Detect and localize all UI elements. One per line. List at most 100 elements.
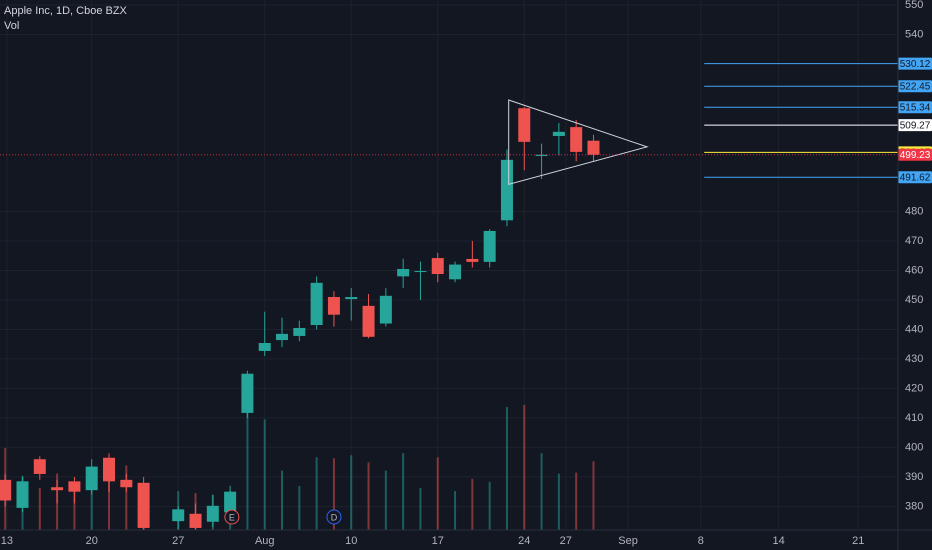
candle-body	[137, 482, 150, 528]
y-tick-label: 430	[905, 353, 923, 365]
volume-bar	[281, 470, 284, 530]
event-marker	[224, 509, 240, 525]
y-tick-label: 480	[905, 205, 923, 217]
candle-body	[258, 343, 271, 351]
volume-bar	[332, 458, 335, 530]
volume-bar	[471, 478, 474, 530]
volume-label: Vol	[4, 20, 19, 32]
triangle-drawing	[508, 99, 649, 185]
candle-body	[241, 373, 254, 413]
candle-body	[345, 297, 358, 300]
volume-bar	[540, 453, 543, 530]
x-tick-label: 13	[1, 535, 13, 547]
volume-bar	[38, 487, 41, 530]
candle-body	[466, 258, 479, 262]
volume-bar	[298, 485, 301, 530]
candle-body	[103, 457, 116, 482]
y-tick-label: 380	[905, 500, 923, 512]
volume-bar	[350, 455, 353, 530]
candle-body	[362, 305, 375, 337]
y-tick-label: 440	[905, 323, 923, 335]
candle-body	[189, 513, 202, 528]
chart-title: Apple Inc, 1D, Cboe BZX	[4, 5, 128, 17]
volume-bar	[523, 405, 526, 530]
x-tick-label: 20	[86, 535, 98, 547]
candle-body	[500, 159, 513, 221]
candle-body	[293, 327, 306, 336]
level-label-box	[898, 101, 932, 114]
volume-bar	[488, 481, 491, 530]
candle-body	[535, 154, 548, 157]
y-tick-label: 470	[905, 235, 923, 247]
x-tick-label: 17	[432, 535, 444, 547]
candle-body	[587, 140, 600, 155]
candle-body	[570, 127, 583, 152]
candle-body	[51, 487, 64, 491]
level-label: 515.34	[900, 102, 931, 113]
level-label: 499.23	[900, 150, 931, 161]
candle-body	[33, 459, 46, 474]
volume-bar	[505, 407, 508, 530]
y-tick-label: 460	[905, 264, 923, 276]
x-tick-label: 8	[698, 535, 704, 547]
event-marker	[326, 509, 342, 525]
level-label-box	[898, 57, 932, 70]
y-tick-label: 410	[905, 412, 923, 424]
candle-body	[224, 491, 237, 513]
candle-body	[552, 131, 565, 136]
candle-body	[120, 479, 133, 488]
candle-body	[397, 268, 410, 277]
volume-bar	[454, 491, 457, 530]
level-label-box	[898, 80, 932, 93]
level-label: 530.12	[900, 59, 931, 70]
volume-bar	[73, 491, 76, 530]
candle-body	[276, 333, 289, 341]
candle-body	[518, 108, 531, 142]
y-tick-label: 390	[905, 471, 923, 483]
level-label-box	[898, 171, 932, 184]
candle-body	[483, 230, 496, 262]
candle-body	[310, 282, 323, 326]
candle-body	[0, 479, 12, 501]
volume-bar	[557, 473, 560, 530]
volume-bar	[108, 478, 111, 530]
candle-body	[68, 481, 81, 492]
volume-bar	[575, 472, 578, 530]
volume-bar	[419, 487, 422, 530]
volume-bar	[125, 465, 128, 530]
candle-body	[172, 509, 185, 522]
x-tick-label: 27	[560, 535, 572, 547]
volume-bar	[315, 457, 318, 530]
y-tick-label: 550	[905, 0, 923, 11]
x-tick-label: 27	[172, 535, 184, 547]
level-label: 522.45	[900, 81, 931, 92]
level-label: 491.62	[900, 172, 931, 183]
level-label: 509.27	[900, 120, 931, 131]
volume-bar	[367, 462, 370, 530]
y-tick-label: 420	[905, 382, 923, 394]
candle-body	[431, 258, 444, 274]
volume-bar	[384, 470, 387, 530]
volume-bar	[436, 457, 439, 530]
x-tick-label: Sep	[618, 535, 638, 547]
volume-bar	[263, 419, 266, 530]
candle-body	[449, 264, 462, 280]
candle-body	[16, 481, 29, 508]
volume-bar	[402, 453, 405, 530]
level-label-box	[898, 148, 932, 161]
candle-body	[379, 295, 392, 324]
x-tick-label: 21	[852, 535, 864, 547]
level-label-box	[898, 119, 932, 132]
volume-bar	[592, 461, 595, 530]
x-tick-label: 10	[345, 535, 357, 547]
event-label: E	[229, 512, 235, 522]
x-tick-label: Aug	[255, 535, 275, 547]
y-tick-label: 540	[905, 28, 923, 40]
x-tick-label: 14	[772, 535, 784, 547]
x-tick-label: 24	[518, 535, 530, 547]
candle-body	[206, 505, 219, 522]
y-tick-label: 400	[905, 441, 923, 453]
